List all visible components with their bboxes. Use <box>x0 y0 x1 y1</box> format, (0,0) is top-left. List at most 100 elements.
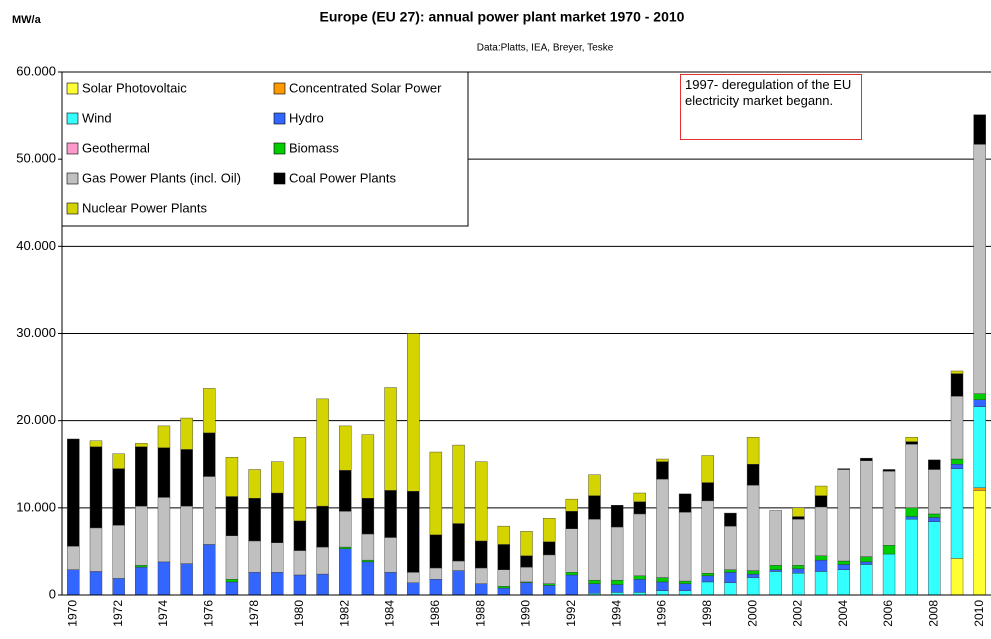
legend-swatch <box>273 142 286 155</box>
bar-segment <box>520 531 533 556</box>
bar-segment <box>339 470 352 512</box>
bar-segment <box>678 583 692 591</box>
bar-segment <box>678 493 692 513</box>
bar-segment <box>497 525 511 545</box>
bar-segment <box>701 455 714 483</box>
bar-segment <box>203 476 216 545</box>
x-tick-label: 1986 <box>428 600 442 627</box>
bar-segment <box>724 512 737 527</box>
bar-segment <box>973 487 986 491</box>
x-tick-label: 1984 <box>383 600 397 627</box>
bar-segment <box>248 469 261 499</box>
bar-segment <box>882 471 896 546</box>
x-tick-label: 2008 <box>927 600 941 627</box>
bar-segment <box>724 572 737 583</box>
x-tick-label: 2010 <box>972 600 986 627</box>
bar-segment <box>837 560 850 565</box>
legend-label: Nuclear Power Plants <box>82 200 207 215</box>
x-tick-label: 1990 <box>519 600 533 627</box>
bar-segment <box>950 373 964 397</box>
legend-swatch <box>273 82 286 95</box>
bar-segment <box>361 434 375 499</box>
bar-segment <box>837 564 850 570</box>
bar-segment <box>633 501 646 515</box>
bar-segment <box>656 590 669 596</box>
legend-label: Coal Power Plants <box>289 170 396 185</box>
bar-segment <box>769 565 782 570</box>
bar-segment <box>588 495 601 520</box>
bar-segment <box>407 491 420 573</box>
bar-segment <box>928 517 941 522</box>
bar-segment <box>701 482 714 502</box>
bar-segment <box>701 581 714 596</box>
bar-segment <box>339 425 352 471</box>
bar-segment <box>905 441 918 445</box>
bar-segment <box>814 559 828 572</box>
legend-label: Hydro <box>289 110 324 125</box>
bar-segment <box>135 566 148 596</box>
bar-segment <box>339 548 352 596</box>
y-tick-label: 60.000 <box>16 63 56 78</box>
bar-segment <box>973 144 986 394</box>
legend-label: Gas Power Plants (incl. Oil) <box>82 170 241 185</box>
bar-segment <box>701 500 714 574</box>
bar-segment <box>361 498 375 535</box>
bar-segment <box>429 451 443 536</box>
bar-segment <box>248 540 261 573</box>
bar-segment <box>271 492 284 543</box>
bar-segment <box>203 388 216 434</box>
bar-segment <box>905 516 918 520</box>
y-tick-label: 50.000 <box>16 151 56 166</box>
bar-segment <box>950 396 964 460</box>
bar-segment <box>973 490 986 596</box>
x-tick-label: 1980 <box>292 600 306 627</box>
bar-segment <box>361 561 375 596</box>
bar-segment <box>474 461 488 542</box>
bar-segment <box>610 526 624 581</box>
bar-segment <box>928 469 941 515</box>
bar-segment <box>225 579 239 583</box>
bar-segment <box>316 546 329 575</box>
bar-segment <box>633 492 646 502</box>
x-tick-label: 1994 <box>609 600 623 627</box>
bar-segment <box>112 453 125 469</box>
bar-segment <box>656 581 669 591</box>
bar-segment <box>293 574 307 596</box>
legend-label: Concentrated Solar Power <box>289 80 442 95</box>
bar-segment <box>361 559 375 563</box>
bar-segment <box>203 544 216 596</box>
bar-segment <box>542 583 556 586</box>
bar-segment <box>384 537 397 573</box>
bar-segment <box>361 533 375 561</box>
x-tick-label: 1976 <box>201 600 215 627</box>
y-axis-label: MW/a <box>12 14 42 26</box>
bar-segment <box>950 468 964 559</box>
annotation: 1997- deregulation of the EU electricity… <box>680 74 862 140</box>
bar-segment <box>950 370 964 374</box>
bar-segment <box>429 579 443 596</box>
bar-segment <box>89 571 103 596</box>
x-tick-label: 1972 <box>111 600 125 627</box>
bar-segment <box>882 545 896 555</box>
bar-segment <box>950 558 964 596</box>
bar-segment <box>656 458 669 462</box>
bar-segment <box>407 333 420 492</box>
bar-segment <box>542 554 556 584</box>
x-tick-label: 1992 <box>564 600 578 627</box>
bar-segment <box>339 546 352 550</box>
bar-segment <box>248 498 261 542</box>
x-tick-label: 1978 <box>247 600 261 627</box>
x-tick-label: 2006 <box>881 600 895 627</box>
bar-segment <box>814 506 828 556</box>
bar-segment <box>746 437 760 465</box>
bar-segment <box>497 544 511 570</box>
x-tick-label: 2000 <box>745 600 759 627</box>
bar-segment <box>474 583 488 596</box>
bar-segment <box>792 565 805 570</box>
bar-segment <box>973 406 986 488</box>
bar-segment <box>407 582 420 596</box>
legend-label: Geothermal <box>82 140 150 155</box>
bar-segment <box>542 541 556 556</box>
y-tick-label: 20.000 <box>16 412 56 427</box>
